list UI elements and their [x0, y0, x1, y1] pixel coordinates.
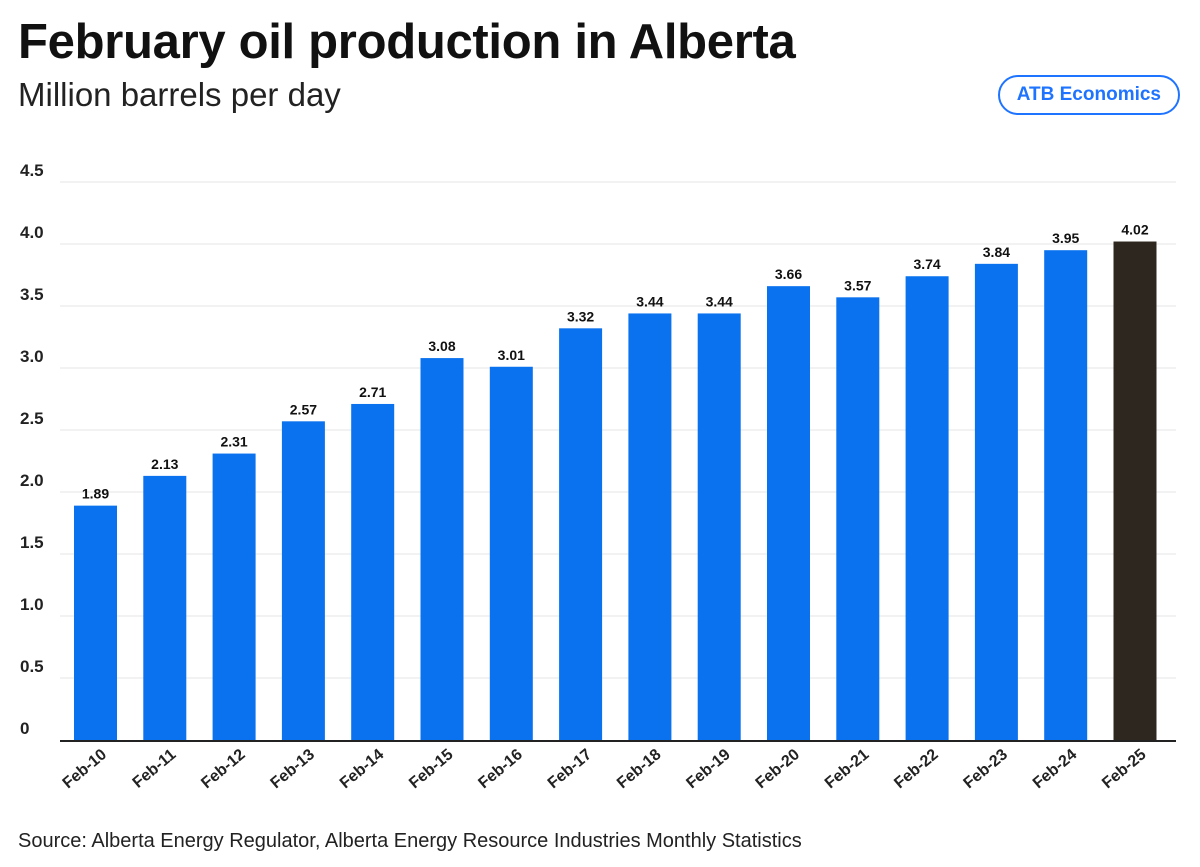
bar-feb-22: [905, 276, 949, 740]
bar-feb-10: [74, 505, 117, 740]
bar-feb-18: [628, 313, 672, 740]
x-tick-label: Feb-24: [1030, 746, 1081, 792]
data-label: 3.95: [1052, 230, 1079, 246]
bar-feb-15: [420, 358, 464, 740]
x-tick-label: Feb-20: [753, 746, 804, 792]
data-label: 3.44: [706, 293, 733, 309]
data-label: 2.71: [359, 384, 386, 400]
y-tick-label: 1.0: [20, 595, 44, 614]
y-tick-label: 0: [20, 719, 29, 738]
x-tick-label: Feb-14: [337, 746, 388, 792]
bar-feb-19: [697, 313, 741, 740]
bar-feb-16: [489, 366, 533, 740]
bars: [74, 241, 1157, 740]
x-tick-label: Feb-19: [683, 746, 734, 792]
x-tick-label: Feb-17: [545, 746, 596, 792]
data-label: 3.44: [636, 293, 663, 309]
data-label: 2.31: [220, 434, 247, 450]
bar-feb-24: [1044, 250, 1088, 740]
bar-feb-13: [281, 421, 325, 740]
x-tick-label: Feb-22: [891, 746, 942, 792]
chart-title: February oil production in Alberta: [18, 15, 796, 69]
bar-feb-11: [143, 475, 187, 740]
data-label: 3.74: [913, 256, 940, 272]
brand-badge: ATB Economics: [997, 75, 1180, 115]
y-tick-label: 4.5: [20, 161, 44, 180]
y-axis-ticks: 0 0.5 1.0 1.5 2.0 2.5 3.0 3.5 4.0 4.5: [20, 161, 44, 738]
y-tick-label: 2.0: [20, 471, 44, 490]
bar-feb-20: [767, 286, 810, 740]
data-label: 3.32: [567, 308, 594, 324]
y-tick-label: 1.5: [20, 533, 44, 552]
y-tick-label: 4.0: [20, 223, 44, 242]
x-tick-label: Feb-13: [268, 746, 319, 792]
data-label: 2.57: [290, 401, 317, 417]
x-tick-label: Feb-23: [961, 746, 1012, 792]
x-tick-label: Feb-21: [822, 746, 873, 792]
bar-feb-17: [559, 328, 603, 740]
y-tick-label: 3.0: [20, 347, 44, 366]
bar-feb-21: [836, 297, 880, 740]
chart-subtitle: Million barrels per day: [18, 76, 341, 113]
x-tick-label: Feb-10: [60, 746, 111, 792]
data-label: 3.66: [775, 266, 802, 282]
x-tick-label: Feb-25: [1099, 746, 1150, 792]
x-tick-label: Feb-11: [130, 746, 180, 792]
brand-label: ATB Economics: [1016, 84, 1161, 105]
data-label: 1.89: [82, 486, 109, 502]
bar-feb-23: [974, 263, 1018, 740]
x-tick-label: Feb-12: [198, 746, 249, 792]
data-label: 4.02: [1121, 222, 1148, 238]
y-tick-label: 0.5: [20, 657, 44, 676]
data-label: 3.08: [428, 338, 455, 354]
data-label: 3.57: [844, 277, 871, 293]
data-label: 3.84: [983, 244, 1010, 260]
y-tick-label: 3.5: [20, 285, 44, 304]
bar-feb-14: [351, 403, 395, 740]
bar-feb-12: [212, 453, 256, 740]
data-label: 3.01: [498, 347, 525, 363]
data-labels: 1.89 2.13 2.31 2.57 2.71 3.08 3.01 3.32 3.44 3.44…: [82, 222, 1149, 502]
source-note: Source: Alberta Energy Regulator, Albert…: [18, 830, 802, 852]
x-tick-label: Feb-16: [475, 746, 526, 792]
y-tick-label: 2.5: [20, 409, 44, 428]
x-axis-ticks: Feb-10 Feb-11 Feb-12 Feb-13 Feb-14 Feb-15 Feb-…: [60, 746, 1150, 792]
data-label: 2.13: [151, 456, 178, 472]
x-tick-label: Feb-15: [406, 746, 457, 792]
bar-feb-25: [1113, 241, 1157, 740]
x-tick-label: Feb-18: [614, 746, 665, 792]
